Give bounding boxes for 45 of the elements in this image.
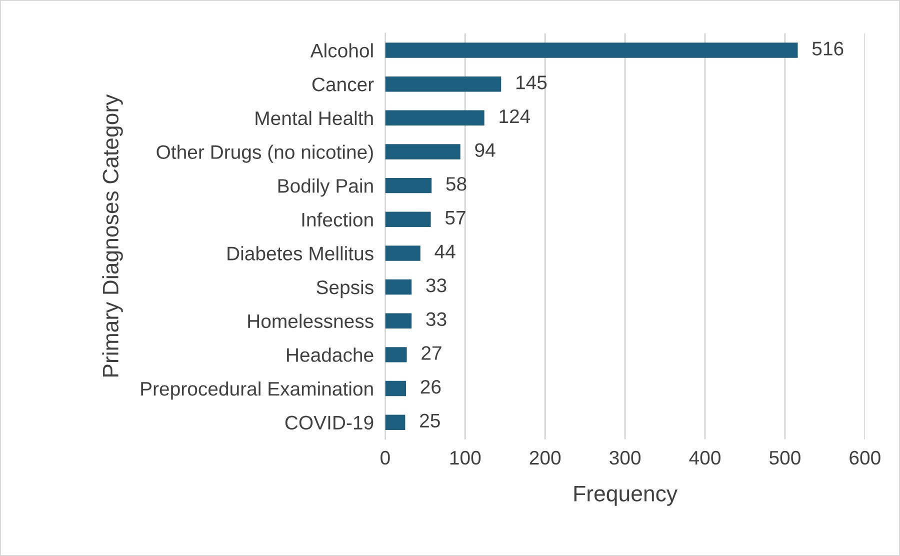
y-tick-label: Alcohol bbox=[310, 43, 373, 58]
data-label: 124 bbox=[500, 109, 530, 123]
x-tick-label: 600 bbox=[850, 450, 880, 465]
data-label: 44 bbox=[434, 244, 456, 258]
bar bbox=[385, 110, 484, 126]
bar bbox=[385, 42, 798, 58]
y-tick-label: Headache bbox=[287, 348, 374, 362]
y-axis-title: Primary Diagnoses Category bbox=[102, 94, 123, 376]
bar bbox=[385, 246, 420, 261]
x-tick-label: 200 bbox=[530, 450, 561, 465]
bar bbox=[385, 178, 432, 194]
y-tick-label: COVID-19 bbox=[285, 416, 374, 430]
y-tick-label: Cancer bbox=[312, 78, 374, 92]
y-tick-label: Sepsis bbox=[316, 280, 374, 298]
y-tick-label: Homelessness bbox=[248, 314, 374, 328]
data-label: 33 bbox=[426, 278, 446, 292]
data-label: 27 bbox=[422, 346, 442, 360]
x-tick-label: 0 bbox=[380, 450, 390, 465]
y-tick-label: Mental Health bbox=[256, 110, 373, 126]
data-label: 26 bbox=[420, 380, 441, 394]
data-label: 25 bbox=[420, 414, 440, 428]
bar bbox=[385, 279, 412, 295]
bar bbox=[385, 144, 460, 160]
data-label: 145 bbox=[516, 76, 547, 90]
y-tick-label: Diabetes Mellitus bbox=[228, 246, 374, 260]
bar bbox=[385, 347, 407, 362]
x-tick-label: 100 bbox=[450, 450, 481, 465]
x-tick-label: 300 bbox=[610, 450, 641, 465]
x-tick-label: 500 bbox=[770, 450, 800, 465]
x-axis-title: Frequency bbox=[574, 486, 678, 506]
y-tick-label: Bodily Pain bbox=[278, 178, 373, 197]
bar bbox=[385, 313, 412, 328]
bar bbox=[385, 76, 502, 92]
bar bbox=[385, 414, 406, 430]
data-label: 94 bbox=[475, 143, 496, 157]
bar bbox=[385, 212, 431, 227]
y-tick-label: Infection bbox=[302, 212, 373, 227]
x-tick-label: 400 bbox=[689, 450, 720, 465]
data-label: 516 bbox=[812, 42, 844, 56]
data-label: 58 bbox=[446, 177, 466, 191]
y-tick-label: Other Drugs (no nicotine) bbox=[156, 144, 373, 163]
data-label: 33 bbox=[426, 312, 446, 326]
data-label: 57 bbox=[445, 211, 466, 225]
y-tick-label: Preprocedural Examination bbox=[141, 381, 373, 400]
bar bbox=[385, 380, 406, 396]
